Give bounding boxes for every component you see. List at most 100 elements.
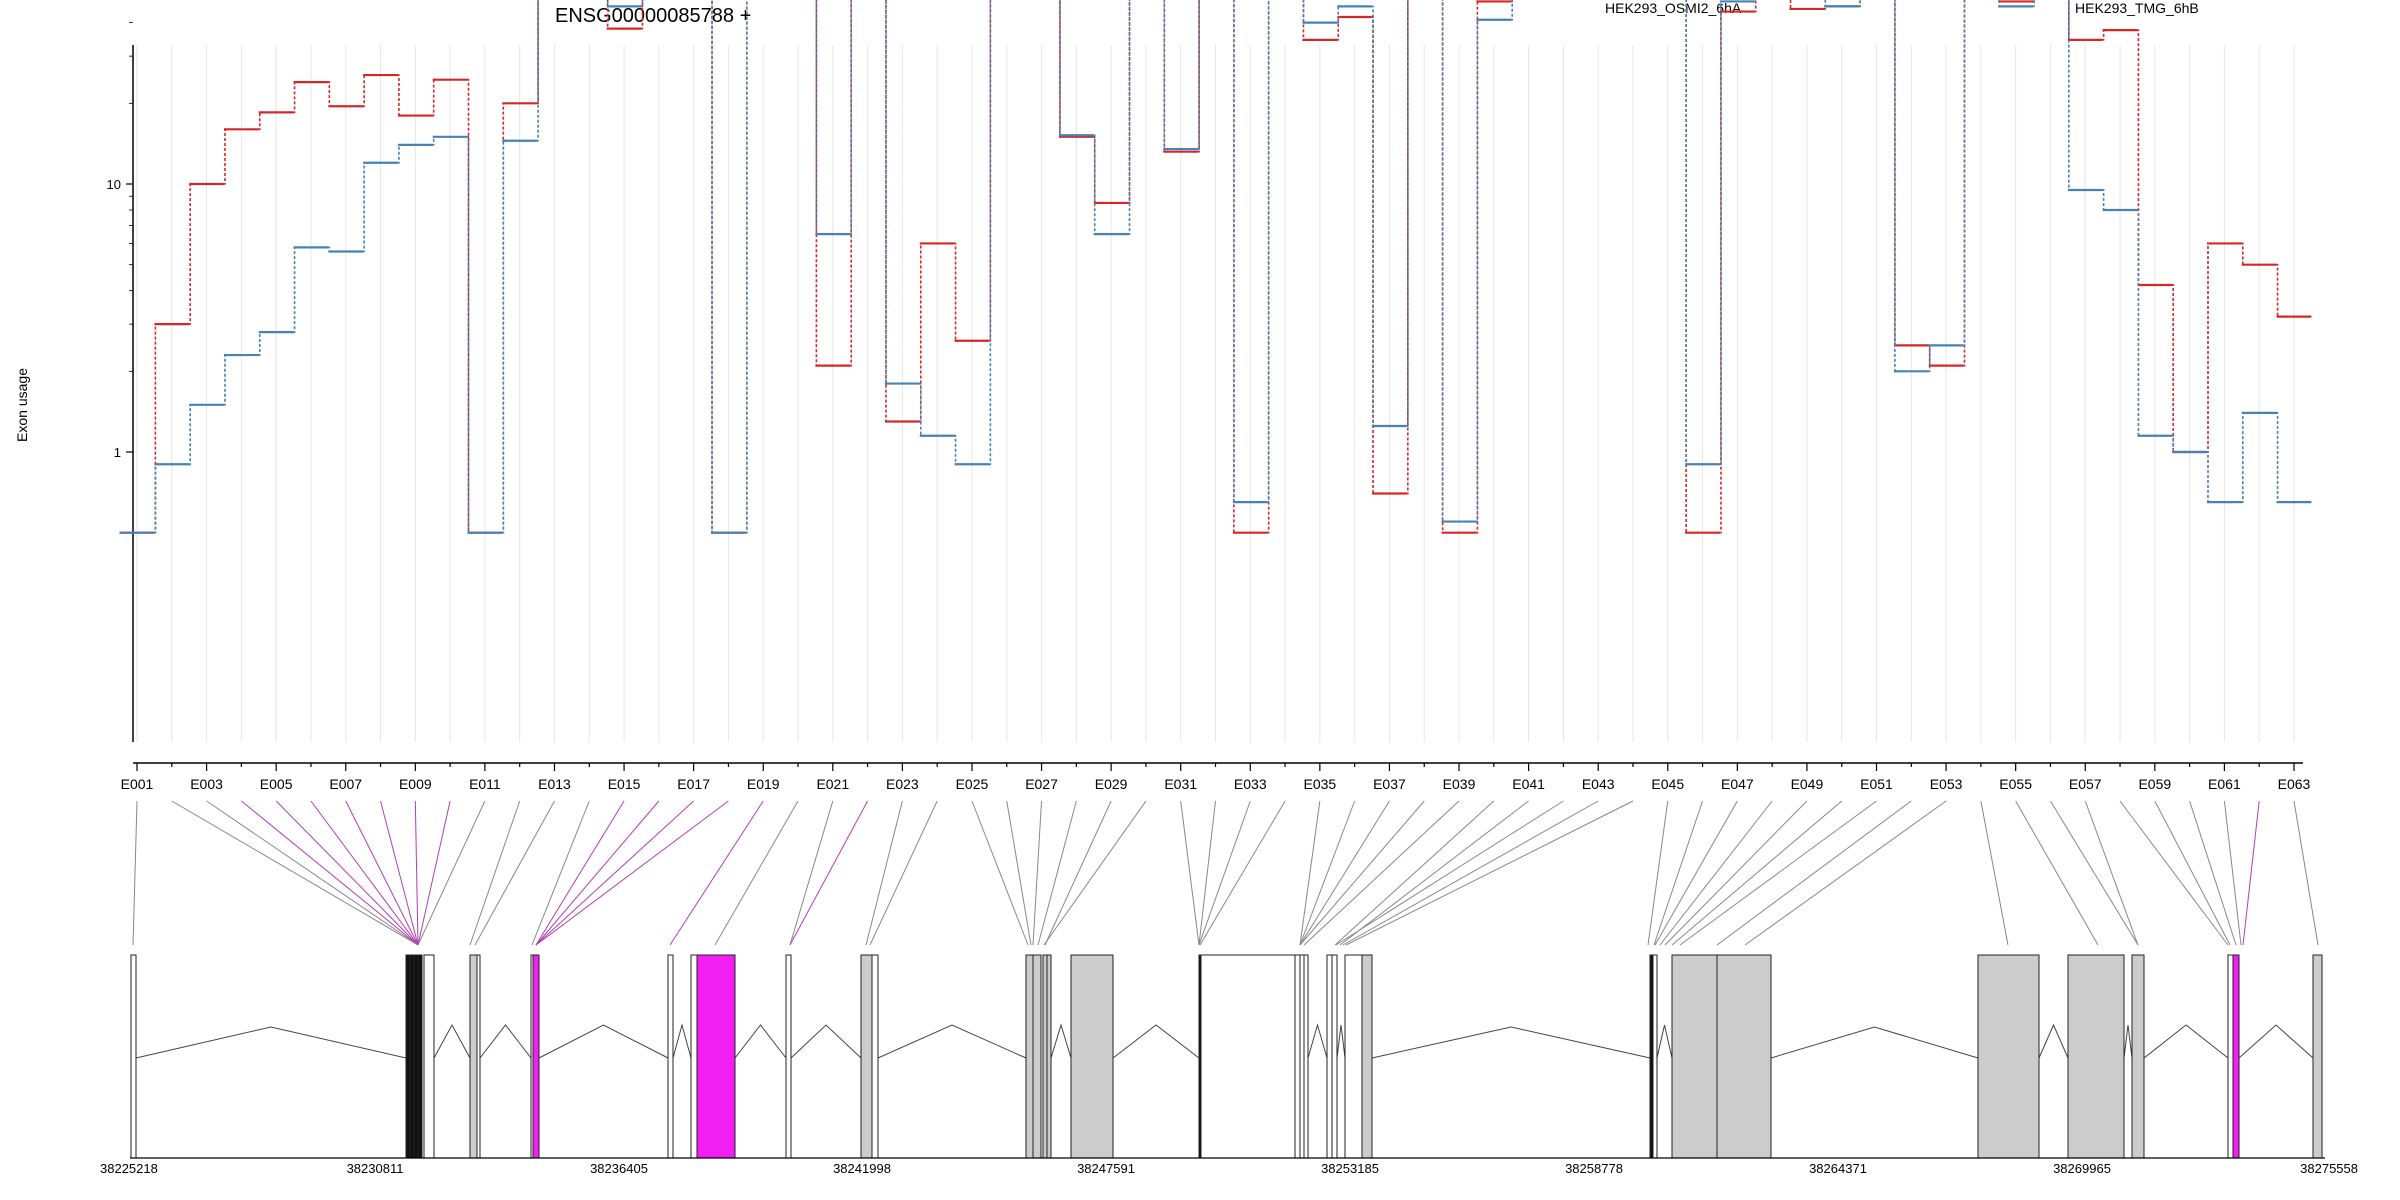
exon-connector [1664, 800, 1808, 946]
intron-line [1656, 1024, 1673, 1059]
exon-block [1303, 954, 1309, 1159]
series-connector [257, 112, 261, 131]
intron-line [2238, 1024, 2314, 1059]
series-connector [1059, 0, 1061, 137]
exon-block [690, 954, 698, 1159]
series-connector [1371, 5, 1374, 427]
legend-series-2: HEK293_TMG_6hB [2075, 0, 2199, 16]
x-tick-label: E027 [1025, 776, 1058, 792]
exon-block [409, 954, 415, 1159]
exon-block [469, 954, 478, 1159]
intron-line [1307, 1023, 1328, 1059]
legend-series-1: HEK293_OSMI2_6hA [1605, 0, 1742, 16]
x-ticks: E001 E003 E005 E007 E009 E011 E013 E015 E017 E019… [121, 763, 2311, 792]
exon-block [1032, 954, 1042, 1159]
intron-line [433, 1023, 471, 1059]
exon-connector [474, 800, 555, 946]
series-connector [1266, 0, 1270, 503]
exon-connector [1345, 800, 1634, 946]
exon-connector [535, 800, 694, 946]
exon-block [1294, 954, 1301, 1159]
intron-line [734, 1024, 787, 1059]
intron-line [2143, 1024, 2229, 1059]
series-connector [362, 162, 365, 253]
series-connector [1894, 0, 1896, 346]
exon-connector [2242, 800, 2260, 946]
exon-block [2067, 954, 2125, 1159]
exon-connector [1032, 800, 1043, 946]
exon-connector [1980, 800, 2009, 946]
exon-connector [1043, 800, 1147, 946]
exon-connector [535, 800, 625, 946]
coordinate-label: 38236405 [590, 1161, 648, 1176]
series-connector [2136, 209, 2140, 436]
x-tick-label: E063 [2278, 776, 2311, 792]
exon-connector [1647, 800, 1669, 946]
exon-block [2312, 954, 2323, 1159]
exon-block [476, 954, 481, 1159]
exon-block [871, 954, 879, 1159]
series-connector [1302, 0, 1305, 23]
series-connector [292, 82, 296, 114]
exon-connector [1199, 800, 1286, 946]
series-connector [501, 140, 505, 534]
series-connector [2101, 189, 2105, 210]
exon-block [667, 954, 674, 1159]
x-tick-label: E001 [121, 776, 154, 792]
exon-connectors [132, 800, 2319, 946]
series-connector [2101, 30, 2105, 41]
exon-connector [132, 800, 138, 946]
exon-connector [1198, 800, 1216, 946]
exon-connector [1299, 800, 1356, 946]
exon-block [2232, 954, 2240, 1159]
intron-line [877, 1024, 1027, 1059]
exon-block [405, 954, 411, 1159]
intron-line [1050, 1023, 1072, 1059]
exon-connector [1339, 800, 1529, 946]
exon-block [1344, 954, 1363, 1159]
series-connector [222, 129, 226, 185]
x-tick-label: E015 [608, 776, 641, 792]
x-tick-label: E051 [1860, 776, 1893, 792]
coordinate-label: 38258778 [1565, 1161, 1623, 1176]
coordinate-label: 38247591 [1077, 1161, 1135, 1176]
x-tick-label: E031 [1164, 776, 1197, 792]
exon-connector [971, 800, 1029, 946]
series-connector [362, 75, 365, 108]
series-connector [2171, 284, 2175, 453]
intron-line [790, 1024, 862, 1059]
series-connector [396, 144, 400, 164]
intron-line [2038, 1023, 2069, 1059]
series-connector [1475, 19, 1479, 523]
exon-connector [1198, 800, 1251, 946]
y-axis-label: Exon usage [14, 368, 30, 442]
exon-block [1025, 954, 1034, 1159]
x-tick-label: E013 [538, 776, 571, 792]
series-connector [2068, 0, 2070, 190]
exon-block [417, 954, 423, 1159]
exon-connector [1679, 800, 1877, 946]
exon-connector [469, 800, 521, 946]
exon-connector [171, 800, 419, 946]
x-tick-label: E041 [1512, 776, 1545, 792]
intron-line [479, 1024, 532, 1059]
exon-block [1361, 954, 1373, 1159]
exon-connector [1334, 800, 1495, 946]
x-tick-label: E009 [399, 776, 432, 792]
exon-connector [865, 800, 903, 946]
exon-block [785, 954, 792, 1159]
x-tick-label: E055 [1999, 776, 2032, 792]
vertical-grid [136, 45, 2295, 742]
exon-connector [1654, 800, 1738, 946]
series-connector [1233, 0, 1235, 503]
series-connector [431, 79, 435, 117]
x-tick-label: E029 [1095, 776, 1128, 792]
exon-block [1046, 954, 1052, 1159]
exon-connector [1299, 800, 1425, 946]
exon-connector [2084, 800, 2139, 946]
series-connector [153, 464, 157, 534]
exon-connector [2050, 800, 2139, 946]
genomic-coordinates: 38225218 38230811 38236405 38241998 38247591… [100, 1161, 2358, 1176]
series-connector [222, 355, 226, 406]
